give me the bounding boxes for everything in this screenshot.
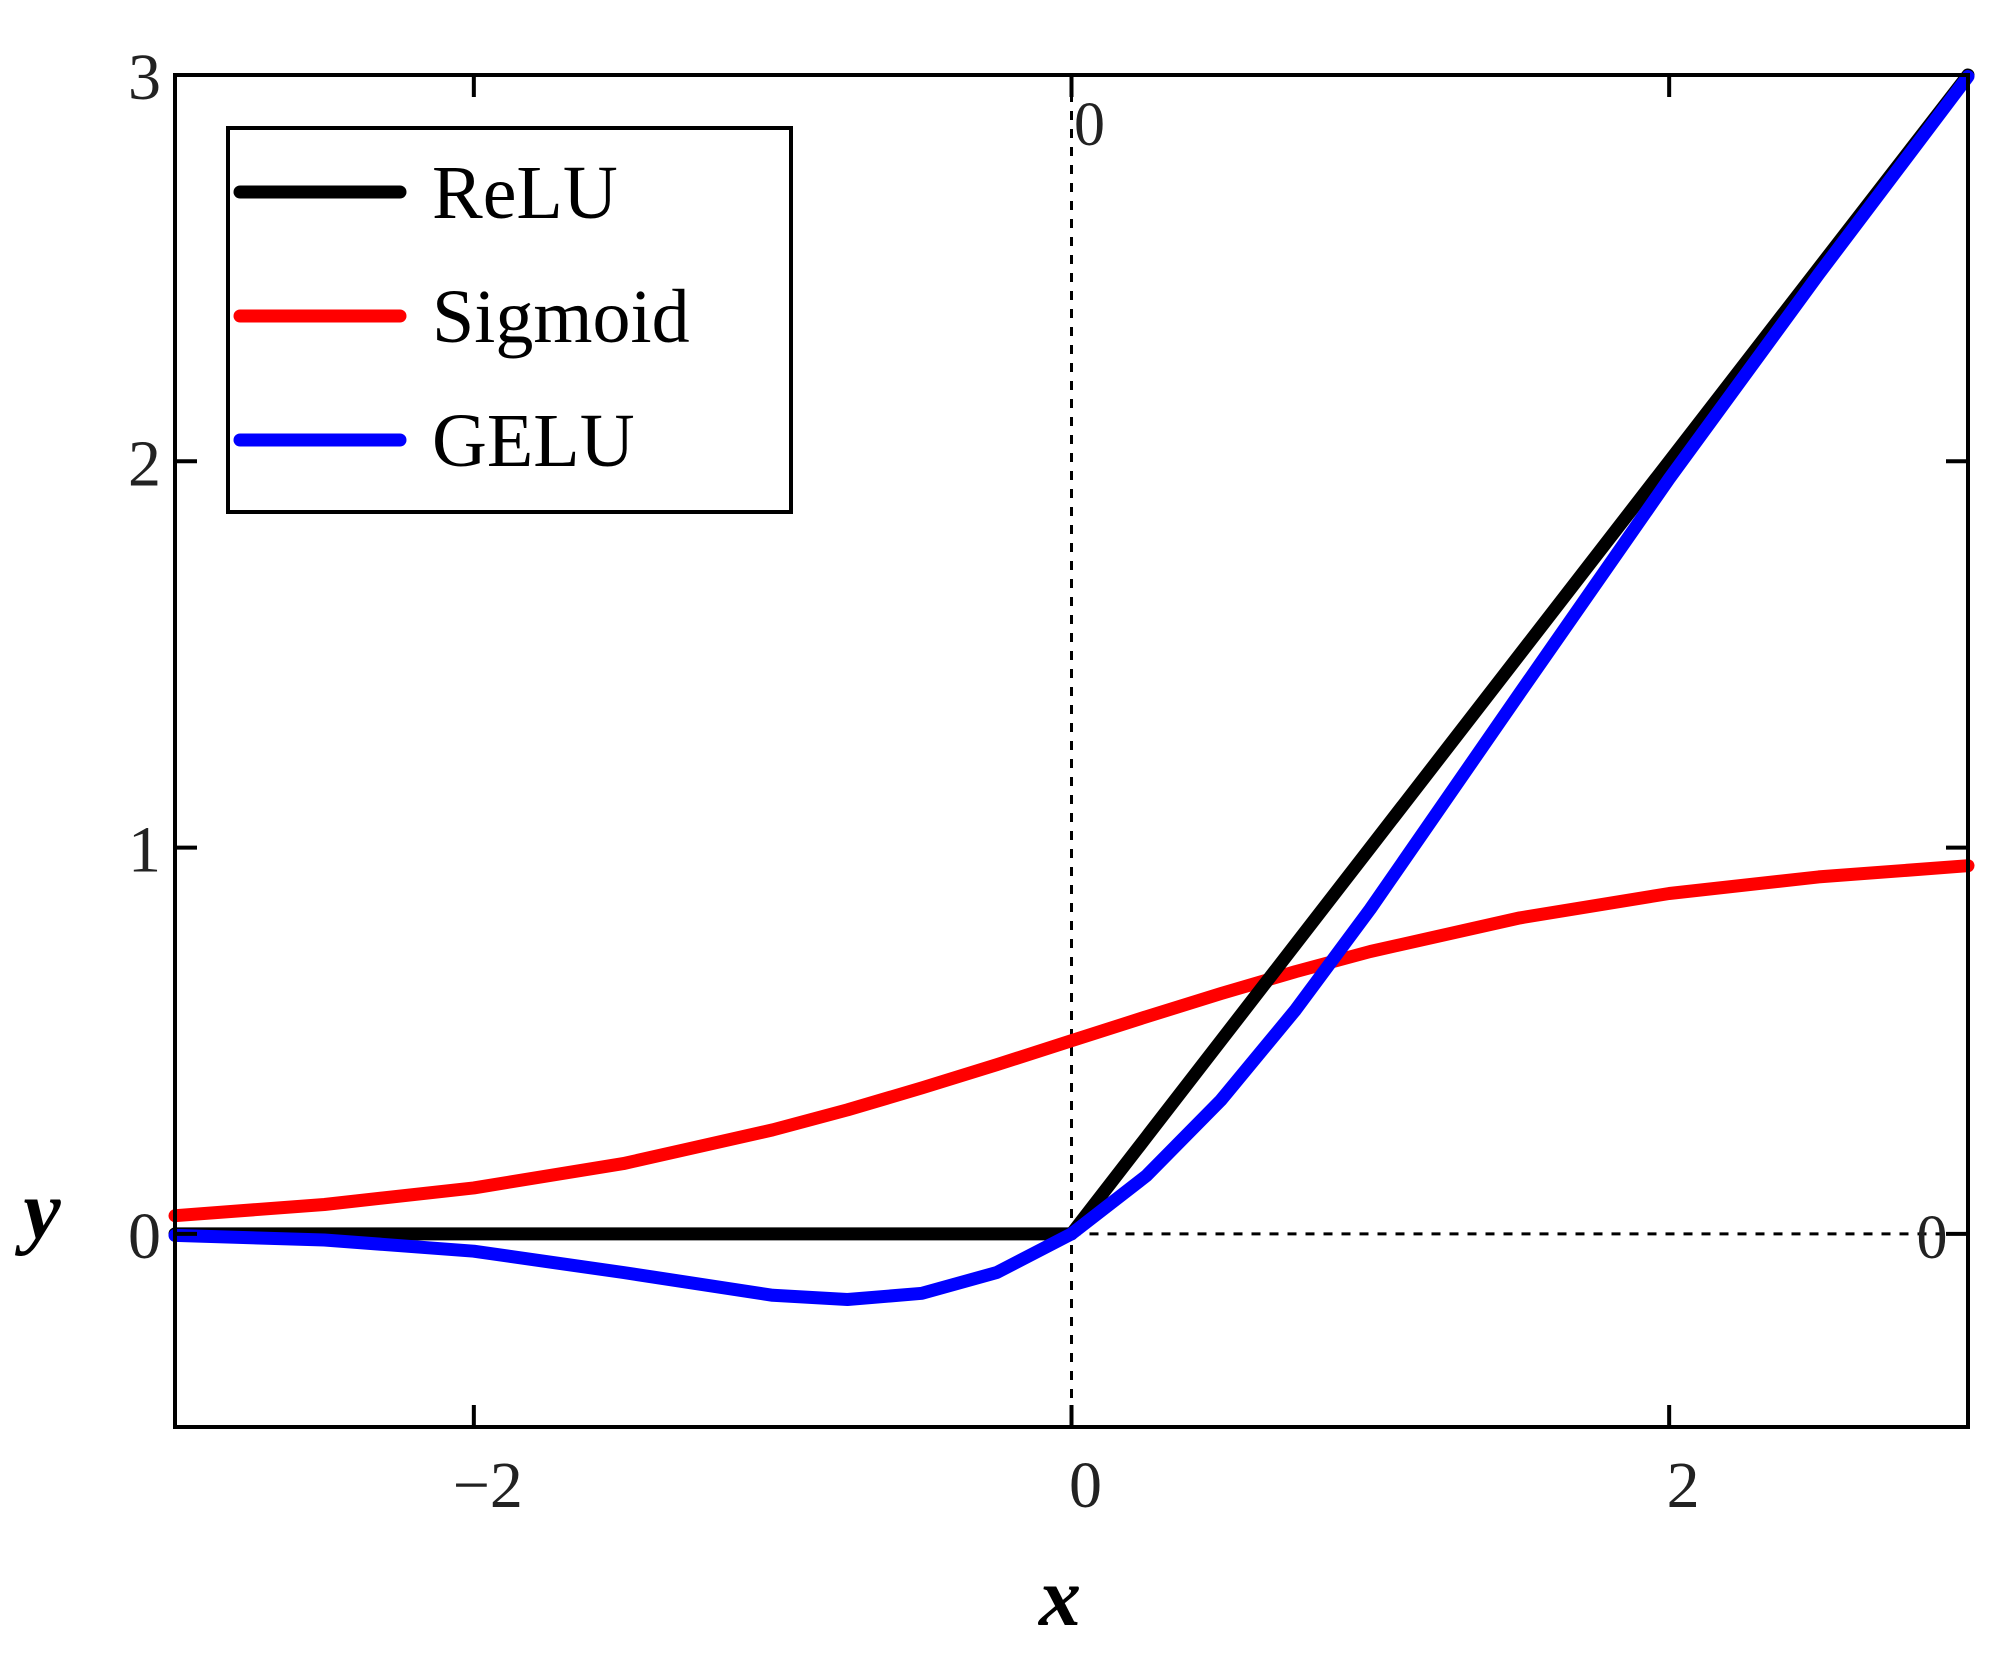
y-tick-label: 1 (128, 814, 161, 887)
reference-lines: 00 (1070, 75, 1968, 1427)
series-line-gelu (168, 70, 1975, 1306)
y-tick-label: 3 (128, 41, 161, 114)
series-layer (168, 68, 1975, 1306)
x-tick-label: 0 (1069, 1449, 1102, 1522)
series-line-sigmoid (168, 859, 1975, 1223)
x-tick-label: 2 (1667, 1449, 1700, 1522)
legend-label-gelu: GELU (432, 399, 635, 483)
legend-label-relu: ReLU (432, 151, 618, 235)
x-axis-label: x (1037, 1551, 1081, 1644)
axis-ticks (175, 73, 1968, 1427)
legend-label-sigmoid: Sigmoid (432, 275, 690, 359)
horizontal-reference-label: 0 (1917, 1204, 1948, 1272)
tick-labels: −2 0 2 0 1 2 3 (128, 41, 1700, 1522)
y-tick-label: 2 (128, 427, 161, 500)
y-tick-label: 0 (128, 1200, 161, 1273)
legend: ReLU Sigmoid GELU (226, 126, 793, 514)
x-tick-label: −2 (453, 1449, 523, 1522)
vertical-reference-label: 0 (1074, 91, 1105, 159)
